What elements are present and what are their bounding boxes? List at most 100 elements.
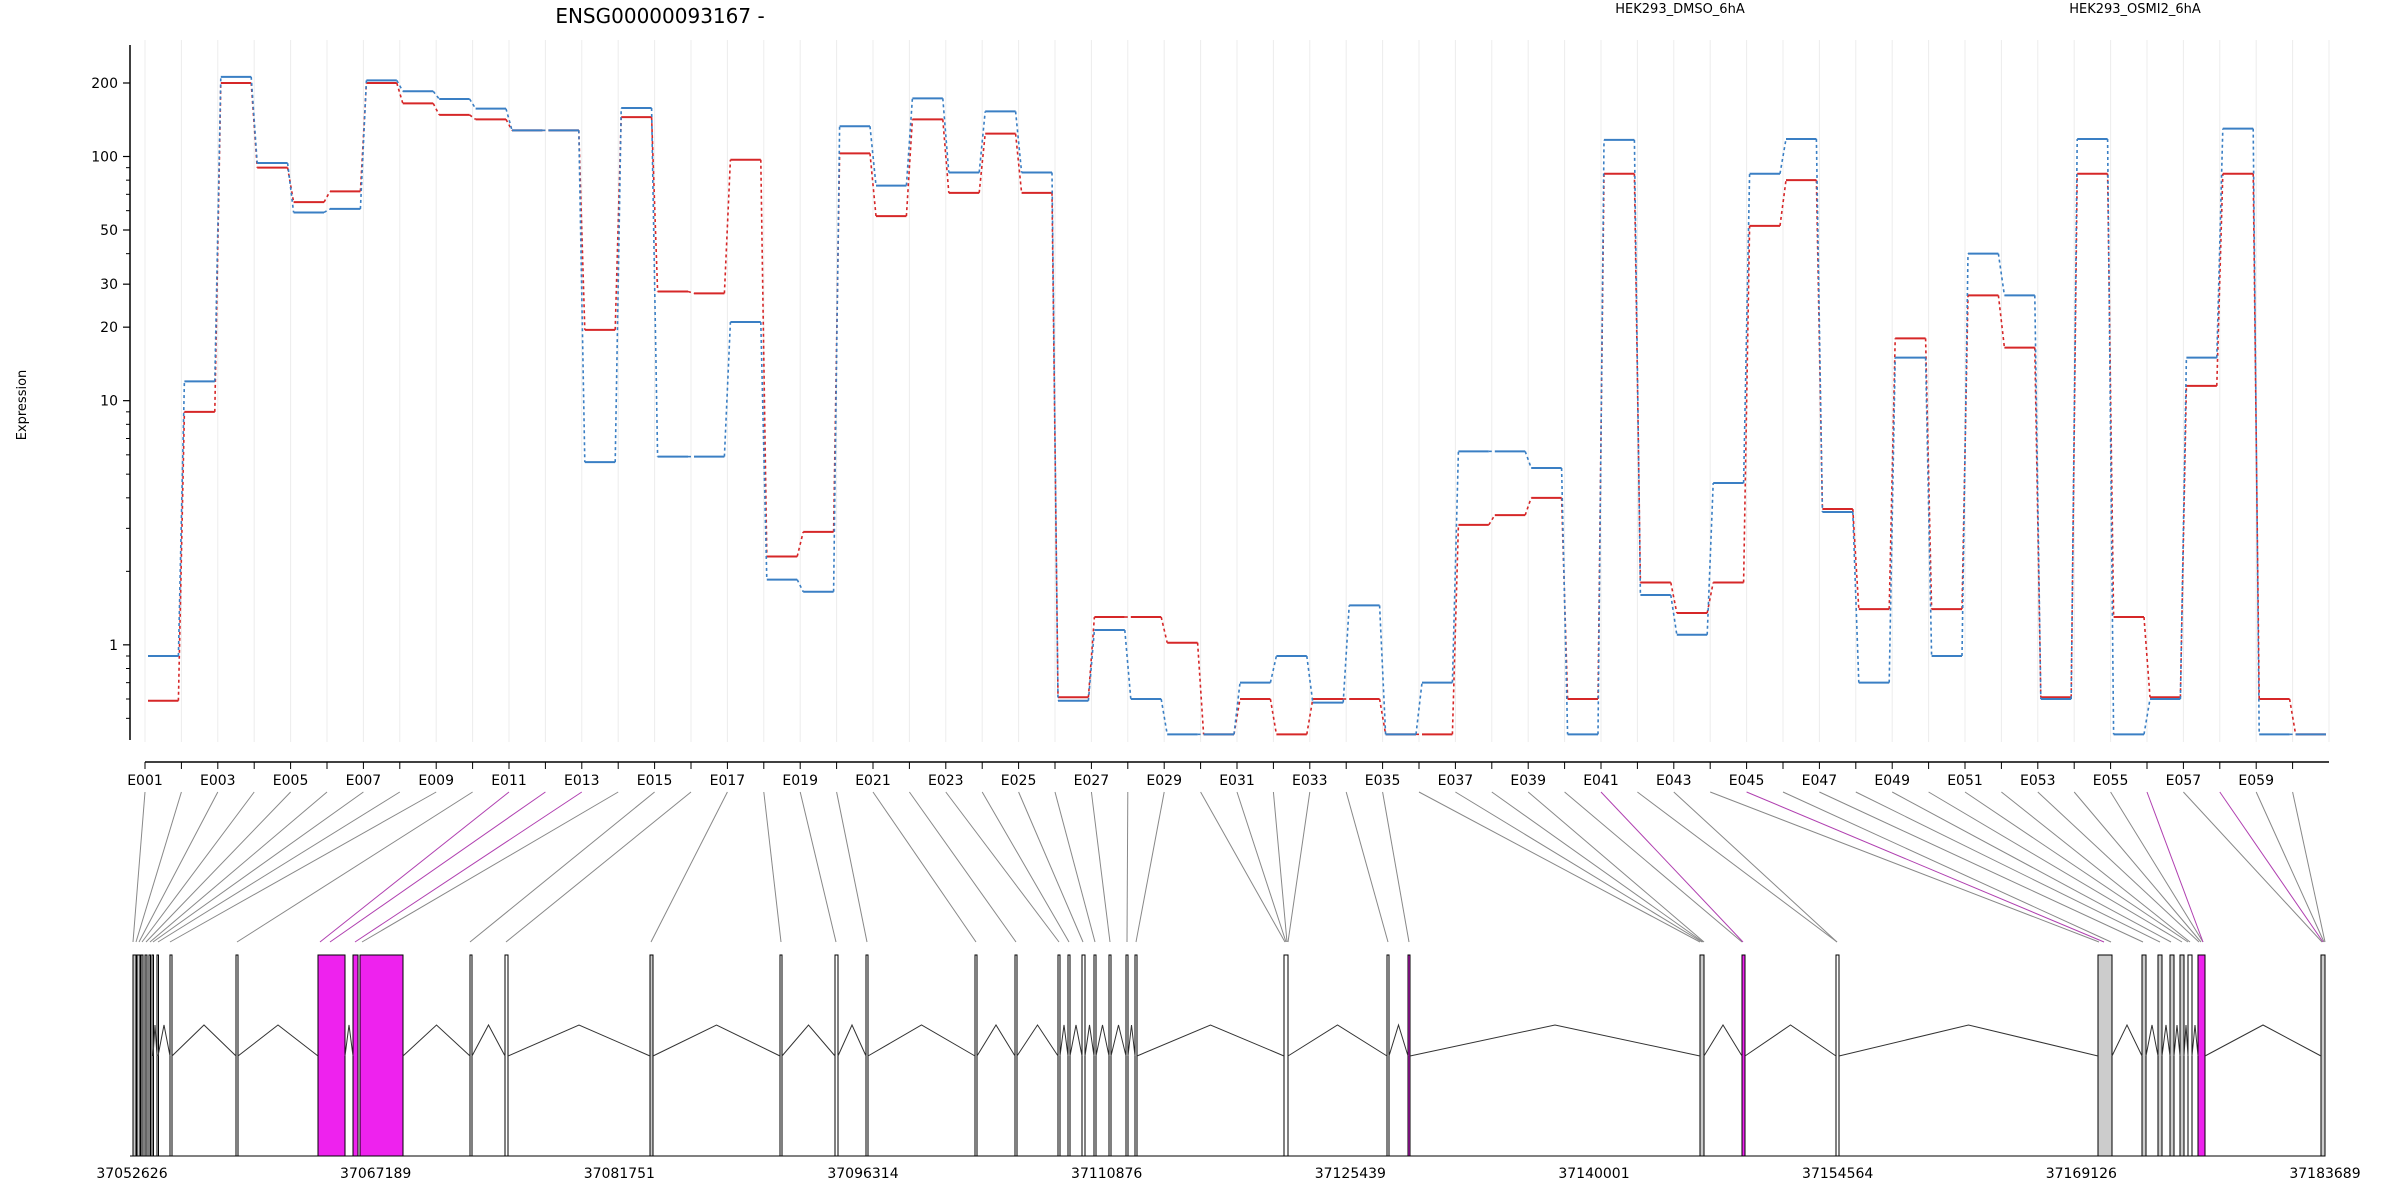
intron-line xyxy=(1409,1024,1701,1057)
x-tick-label: E007 xyxy=(346,773,382,789)
exon-connector xyxy=(1673,791,1838,943)
exon-box xyxy=(1014,954,1018,1157)
legend-entry-osmi2: HEK293_OSMI2_6hA xyxy=(2069,2,2201,17)
exon-connector xyxy=(132,791,146,943)
series-connector xyxy=(1706,582,1714,614)
series-connector xyxy=(1961,253,1969,657)
exon-connector xyxy=(505,791,692,943)
exon-connector xyxy=(2219,791,2324,943)
series-group xyxy=(148,75,2326,736)
series-connector xyxy=(796,531,804,557)
exon-box xyxy=(504,954,509,1157)
x-tick-label: E055 xyxy=(2093,773,2129,789)
x-tick-label: E027 xyxy=(1074,773,1110,789)
series-connector xyxy=(505,108,513,131)
intron-line xyxy=(2145,1024,2159,1057)
series-connector xyxy=(286,162,295,213)
y-tick-label: 30 xyxy=(100,277,118,293)
series-connector xyxy=(1342,605,1350,703)
intron-line xyxy=(1095,1024,1110,1057)
series-connector xyxy=(1961,295,1969,610)
series-connector xyxy=(978,133,986,193)
exon-connector xyxy=(836,791,868,943)
exon-connector xyxy=(1200,791,1286,943)
exon-connector xyxy=(1018,791,1084,943)
intron-line xyxy=(1110,1024,1127,1057)
x-tick-label: E043 xyxy=(1656,773,1692,789)
intron-line xyxy=(1703,1024,1743,1057)
series-connector xyxy=(905,119,914,217)
x-tick-label: E039 xyxy=(1510,773,1546,789)
intron-line xyxy=(1069,1024,1083,1057)
x-tick-label: E045 xyxy=(1729,773,1765,789)
series-connector xyxy=(1524,451,1532,469)
exon-box xyxy=(1081,954,1086,1157)
exon-box xyxy=(779,954,783,1157)
intron-line xyxy=(2111,1023,2143,1057)
exon-connectors xyxy=(132,791,2326,943)
intron-line xyxy=(1744,1024,1837,1057)
coordinate-label: 37081751 xyxy=(584,1166,655,1182)
exon-connector xyxy=(1126,791,1129,943)
intron-line xyxy=(344,1024,354,1057)
exon-connector xyxy=(361,791,619,943)
x-tick-label: E011 xyxy=(491,773,527,789)
series-connector xyxy=(760,321,768,580)
series-connector xyxy=(1633,139,1642,596)
exon-connector xyxy=(1345,791,1389,943)
series-connector xyxy=(1415,682,1423,735)
series-connector xyxy=(359,82,368,192)
x-tick-label: E005 xyxy=(273,773,309,789)
intron-line xyxy=(471,1023,506,1057)
x-tick-label: E033 xyxy=(1292,773,1328,789)
exon-connector xyxy=(799,791,837,943)
series-connector xyxy=(396,79,404,92)
intron-line xyxy=(1084,1024,1095,1057)
exon-connector xyxy=(1637,791,1838,943)
exon-connector xyxy=(2255,791,2325,943)
exon-connector xyxy=(2110,791,2204,943)
exon-box xyxy=(140,954,144,1157)
exon-connector xyxy=(1382,791,1410,943)
series-connector xyxy=(323,190,331,203)
series-connector xyxy=(723,159,732,294)
series-connector xyxy=(1706,482,1714,635)
series-connector xyxy=(578,130,586,463)
intron-line xyxy=(237,1024,319,1057)
exon-box xyxy=(1283,954,1289,1157)
x-tick-label: E015 xyxy=(637,773,673,789)
intron-line xyxy=(2183,1024,2189,1057)
intron-line xyxy=(2204,1024,2322,1057)
series-connector xyxy=(2034,295,2042,700)
exon-connector xyxy=(469,791,655,943)
grid-lines xyxy=(144,40,2330,742)
intron-line xyxy=(1136,1024,1285,1057)
intron-line xyxy=(171,1024,237,1057)
exon-box xyxy=(1699,954,1705,1157)
intron-line xyxy=(781,1024,836,1057)
exon-box xyxy=(974,954,978,1157)
exon-box xyxy=(235,954,239,1157)
x-tick-label: E009 xyxy=(418,773,454,789)
exon-box xyxy=(2187,954,2193,1157)
series-connector xyxy=(687,290,695,295)
intron-line xyxy=(1127,1024,1136,1057)
exon-connector xyxy=(2037,791,2200,943)
series-connector xyxy=(1779,180,1787,226)
coordinate-label: 37140001 xyxy=(1558,1166,1629,1182)
legend-entry-dmso: HEK293_DMSO_6hA xyxy=(1615,2,1745,17)
series-connector xyxy=(1670,582,1678,614)
exon-box xyxy=(136,954,141,1157)
exon-connector xyxy=(1418,791,1701,943)
intron-line xyxy=(652,1024,781,1057)
exon-connector xyxy=(1855,791,2161,943)
series-connector xyxy=(469,114,477,120)
series-connector xyxy=(1670,594,1678,635)
series-connector xyxy=(505,118,513,131)
exon-connector xyxy=(1236,791,1287,943)
x-tick-label: E041 xyxy=(1583,773,1619,789)
series-connector xyxy=(796,579,804,593)
exon-connector xyxy=(1455,791,1703,943)
